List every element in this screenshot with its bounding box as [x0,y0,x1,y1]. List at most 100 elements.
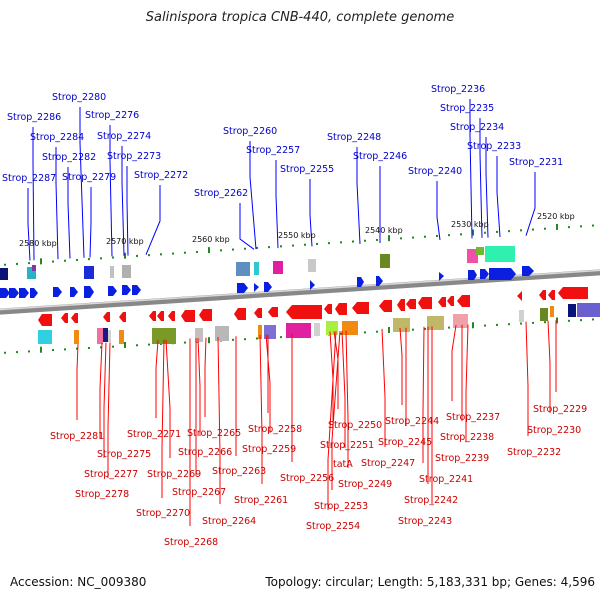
minor-tick [76,258,78,261]
tick-rows [4,223,594,354]
minor-tick [424,327,426,330]
minor-tick [4,263,6,266]
leader-line [436,181,441,241]
major-tick [124,252,126,259]
leader-line [265,334,271,433]
minor-tick [412,328,414,331]
minor-tick [340,241,342,244]
minor-tick [592,224,594,227]
rev-arrow [379,300,392,312]
minor-tick [256,246,258,249]
minor-tick [112,345,114,348]
feature-box [550,306,554,317]
feature-box [74,330,79,344]
minor-tick [64,348,66,351]
minor-tick [196,250,198,253]
minor-tick [364,331,366,334]
feature-box [27,267,36,279]
feature-box [32,265,36,271]
feature-box [122,265,131,278]
leader-line [485,137,489,238]
rev-arrow [71,313,78,323]
leader-line [204,337,207,417]
leader-line [217,337,221,504]
minor-tick [244,338,246,341]
forward-genes [0,266,534,298]
major-tick [40,258,42,265]
bottom-gene-labels: Strop_2281 Strop_2275 Strop_2277 Strop_2… [50,404,587,548]
leader-line [547,320,551,413]
rev-arrow [517,291,522,301]
leader-line [356,147,361,245]
leader-line [76,344,79,420]
leader-line [259,334,263,484]
gene-label: Strop_2282 [42,152,96,163]
gene-label: Strop_2260 [223,126,277,137]
minor-tick [148,343,150,346]
leader-line [399,327,403,405]
gene-label: Strop_2245 [378,437,432,448]
leader-line [525,321,529,436]
fwd-arrow [108,286,117,296]
reverse-genes [38,287,588,326]
gene-label: Strop_2278 [75,489,129,500]
major-tick [472,322,474,329]
leader-line [345,330,349,468]
feature-box [264,325,276,339]
kbp-label: 2560 kbp [192,235,230,244]
minor-tick [532,228,534,231]
leader-line [309,179,313,247]
feature-box [236,262,250,276]
rev-arrow [168,311,175,321]
fwd-arrow [19,288,29,298]
rev-arrow [286,305,322,319]
gene-label: Strop_2248 [327,132,381,143]
minor-tick [76,347,78,350]
minor-tick [136,254,138,257]
minor-tick [508,323,510,326]
minor-tick [172,252,174,255]
kbp-axis: 2580 kbp 2570 kbp 2560 kbp 2550 kbp 2540… [19,212,575,248]
rev-arrow [418,297,432,309]
feature-box [453,314,468,328]
minor-tick [292,244,294,247]
rev-arrow [254,308,262,318]
minor-tick [484,324,486,327]
gene-label: Strop_2279 [62,172,116,183]
leader-line [165,339,171,458]
leader-line [327,331,337,510]
feature-box [195,328,203,342]
fwd-arrow [70,287,78,297]
minor-tick [580,225,582,228]
leader-line [341,330,346,448]
leader-line [126,166,129,256]
fwd-arrow [310,280,315,290]
gene-label: Strop_2246 [353,151,407,162]
leader-line [89,187,92,258]
gene-label: Strop_2232 [507,447,561,458]
gene-label: Strop_2258 [248,424,302,435]
gene-label: Strop_2256 [280,473,334,484]
leader-line [107,342,111,478]
fwd-arrow [9,288,19,298]
minor-tick [496,323,498,326]
feature-box [577,303,600,317]
minor-tick [436,234,438,237]
rev-arrow [447,296,454,306]
kbp-label: 2580 kbp [19,239,57,248]
backbone-highlight [0,269,600,311]
minor-tick [184,341,186,344]
gene-label: Strop_2263 [212,466,266,477]
minor-tick [424,235,426,238]
major-tick [388,235,390,242]
gene-label: tatA [333,459,353,470]
gene-label: Strop_2229 [533,404,587,415]
leader-line [451,325,457,401]
feature-box [427,316,444,330]
gene-label: Strop_2239 [435,453,489,464]
minor-tick [592,318,594,321]
rev-arrow [157,311,164,321]
minor-tick [100,257,102,260]
gene-label: Strop_2272 [134,170,188,181]
minor-tick [400,237,402,240]
